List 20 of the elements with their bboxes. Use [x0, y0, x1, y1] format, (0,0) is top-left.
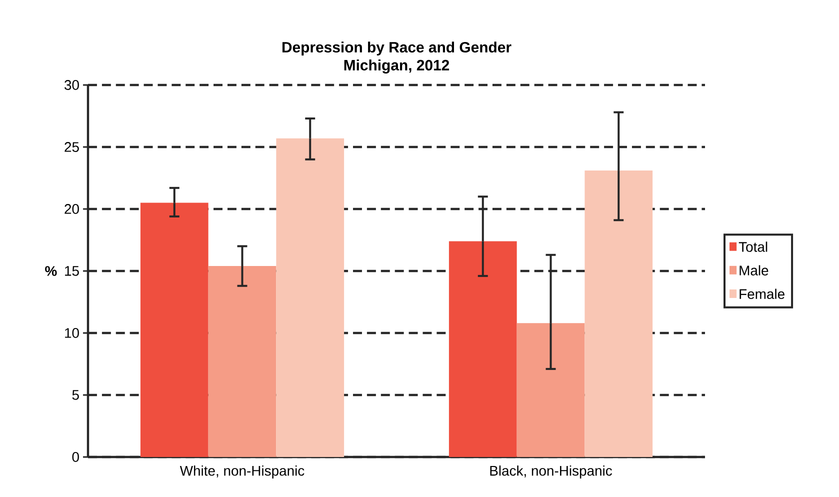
- bar: [584, 170, 653, 457]
- y-tick-label: 25: [64, 142, 79, 152]
- y-tick-label: 30: [64, 80, 79, 90]
- legend-label: Female: [740, 288, 784, 299]
- chart-title: Depression by Race and Gender Michigan, 2012: [282, 42, 512, 74]
- y-tick-label: 20: [64, 204, 79, 214]
- y-tick-label: 5: [72, 390, 79, 400]
- y-tick-label: 10: [65, 328, 79, 338]
- bar: [140, 202, 208, 457]
- bar: [448, 241, 517, 457]
- x-tick-label: Black, non-Hispanic: [490, 466, 612, 478]
- y-tick-label: 0: [72, 452, 79, 462]
- legend-label: Male: [740, 265, 768, 276]
- x-tick-label: White, non-Hispanic: [180, 466, 304, 478]
- bar: [516, 323, 585, 457]
- bar: [208, 266, 276, 457]
- y-tick-label: 15: [65, 266, 79, 276]
- legend-label: Total: [738, 242, 768, 252]
- y-axis-title: %: [45, 266, 57, 276]
- bar: [276, 138, 344, 457]
